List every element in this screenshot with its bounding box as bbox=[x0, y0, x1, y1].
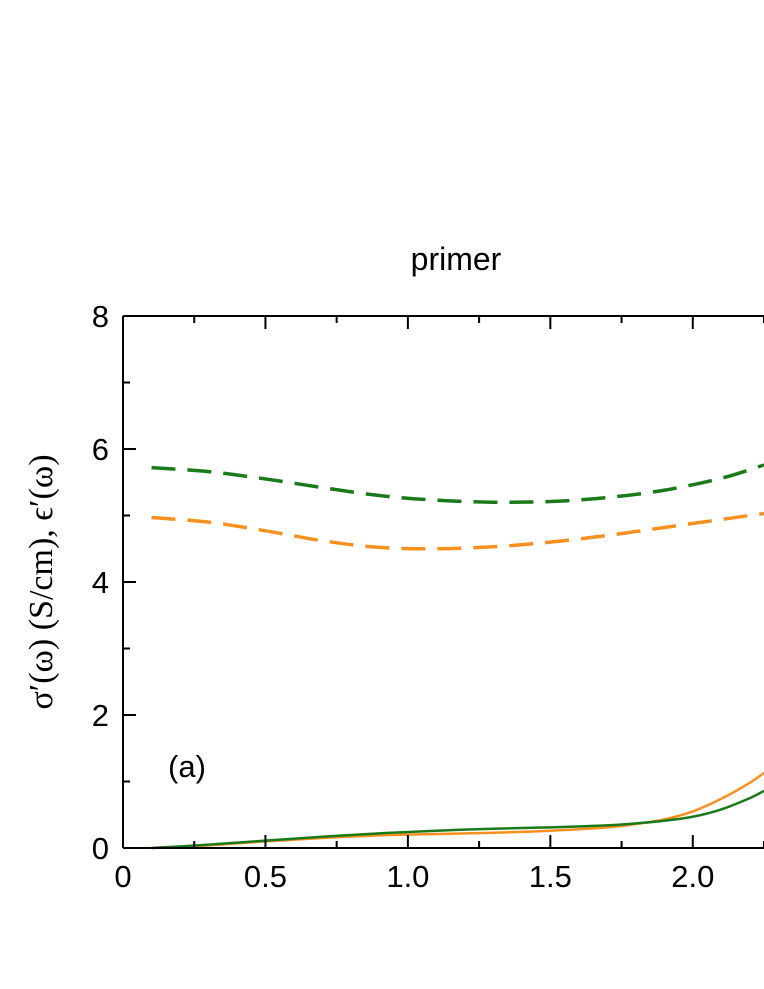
series-line-3-solid bbox=[151, 771, 764, 850]
x-tick-label: 2.0 bbox=[671, 859, 714, 894]
x-tick-label: 0.5 bbox=[244, 859, 287, 894]
y-tick-labels: 0 2 4 6 8 bbox=[92, 299, 109, 866]
y-tick-label: 0 bbox=[92, 831, 109, 866]
series-line-2-dashed bbox=[151, 511, 764, 551]
x-tick-label: 1.0 bbox=[386, 859, 429, 894]
series-line-4-solid bbox=[151, 789, 764, 850]
y-tick-label: 8 bbox=[92, 299, 109, 334]
y-axis-label: σ′(ω) (S/cm), ϵ′(ω) bbox=[23, 454, 60, 709]
y-tick-label: 4 bbox=[92, 565, 109, 600]
panel-label: (a) bbox=[168, 749, 206, 784]
x-tick-label: 1.5 bbox=[529, 859, 572, 894]
x-tick-labels: 0 0.5 1.0 1.5 2.0 bbox=[114, 859, 714, 894]
series-line-1-dashed bbox=[151, 463, 764, 505]
x-tick-label: 0 bbox=[114, 859, 131, 894]
y-tick-label: 6 bbox=[92, 432, 109, 467]
chart-title: primer bbox=[411, 241, 502, 277]
ticks-layer bbox=[122, 315, 764, 849]
y-tick-label: 2 bbox=[92, 698, 109, 733]
axes-frame bbox=[122, 315, 764, 849]
series-layer bbox=[151, 463, 764, 850]
